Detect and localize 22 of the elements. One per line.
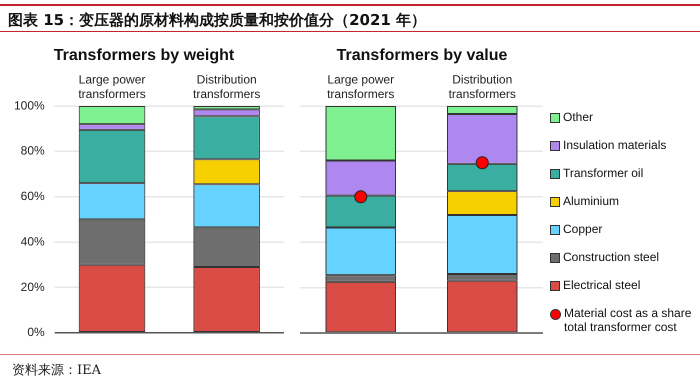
legend-label: Transformer oil (563, 166, 644, 180)
y-tick-label: 100% (14, 98, 46, 112)
text: 图表 15：变压器的原材料构成按质量和按价值分（2021 年） (0, 4, 700, 32)
x-tick-label: Distribution transformers (192, 72, 260, 102)
legend-label: Insulation materials (563, 138, 666, 152)
x-tick-label: Large power transformers (327, 72, 394, 102)
legend-label: Electrical steel (563, 278, 640, 292)
legend-label: Other (563, 110, 594, 124)
chart-title: Transformers by weight (54, 47, 235, 64)
legend-label: Aluminium (563, 194, 620, 208)
legend-label: Material cost as a share total transformer cost (564, 306, 692, 334)
x-tick-label: Large power transformers (78, 72, 146, 102)
y-tick-label: 20% (20, 280, 46, 294)
y-tick-label: 60% (20, 189, 46, 204)
chart-title: Transformers by value (336, 47, 508, 64)
y-tick-label: 0% (27, 325, 46, 340)
y-tick-label: 80% (20, 144, 46, 158)
y-tick-label: 40% (20, 234, 46, 248)
legend-label: Construction steel (563, 250, 660, 264)
legend-label: Copper (563, 222, 602, 236)
x-tick-label: Distribution transformers (448, 72, 516, 102)
text: 资料来源：IEA (0, 354, 700, 379)
